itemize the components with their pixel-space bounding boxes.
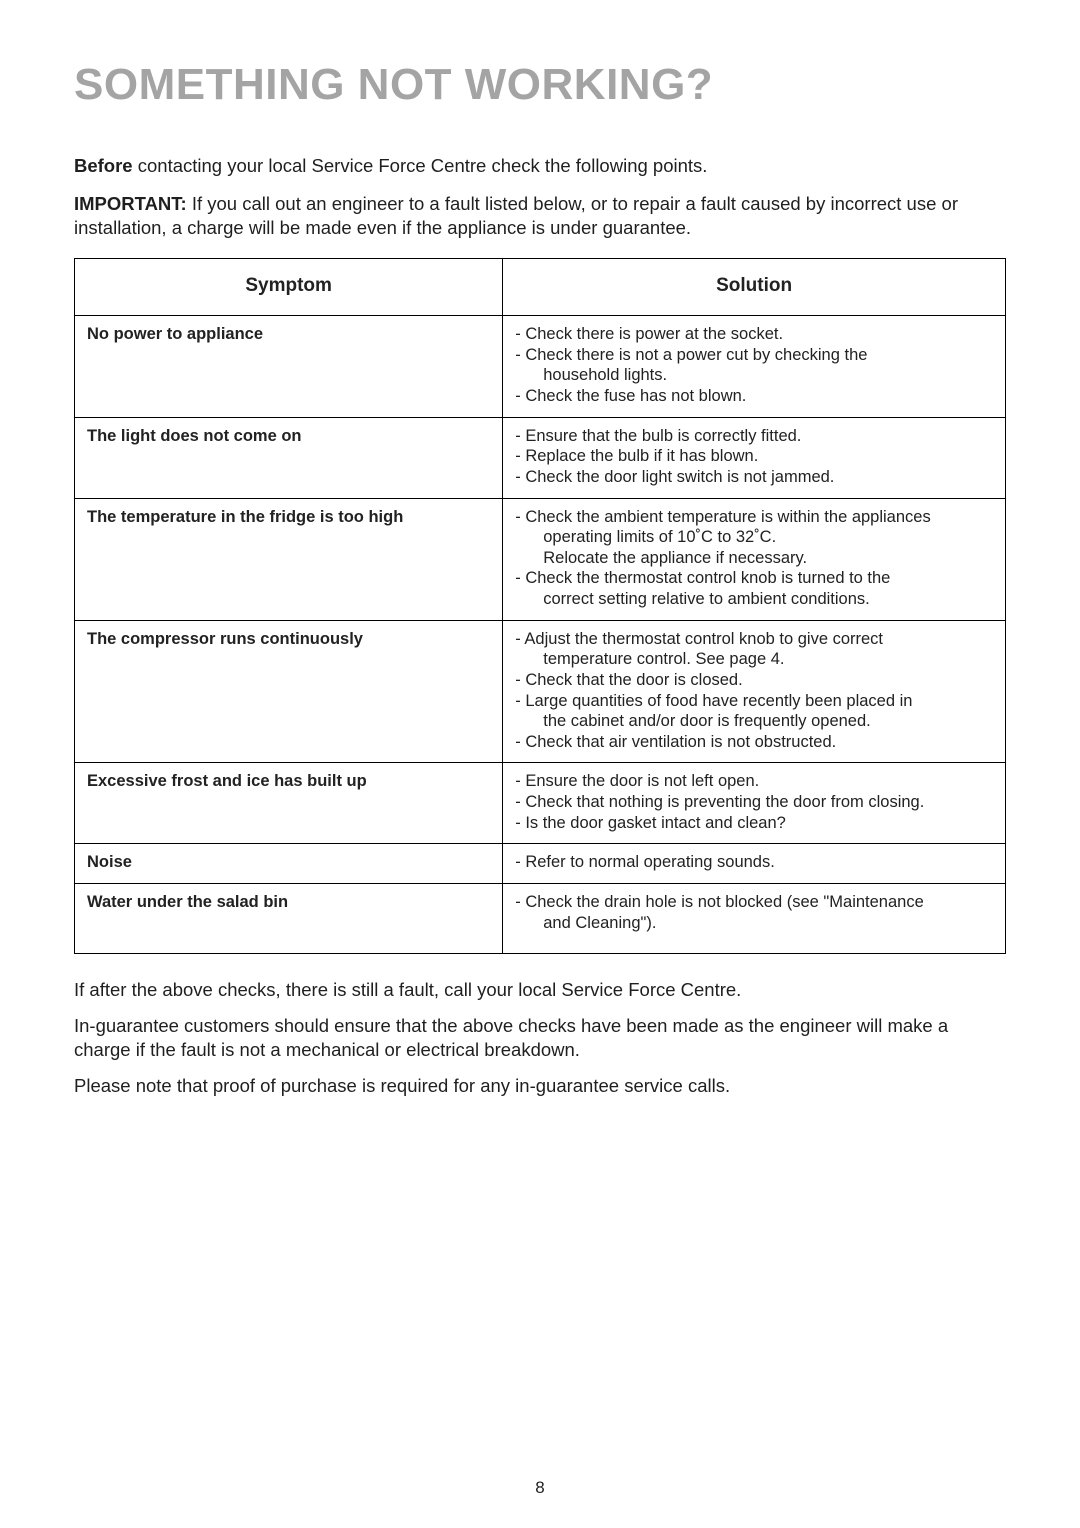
solution-line: - Check the drain hole is not blocked (s… <box>515 892 995 913</box>
symptom-cell: The light does not come on <box>75 417 503 498</box>
table-row: The compressor runs continuously - Adjust… <box>75 620 1006 763</box>
solution-line: and Cleaning"). <box>515 913 995 934</box>
table-row: Excessive frost and ice has built up- En… <box>75 763 1006 844</box>
solution-line: - Ensure the door is not left open. <box>515 771 995 792</box>
page-number: 8 <box>0 1478 1080 1498</box>
solution-line: - Check there is power at the socket. <box>515 324 995 345</box>
solution-line: operating limits of 10˚C to 32˚C. <box>515 527 995 548</box>
after-p3: Please note that proof of purchase is re… <box>74 1074 1006 1098</box>
intro-important-rest: If you call out an engineer to a fault l… <box>74 193 958 238</box>
troubleshooting-table: Symptom Solution No power to appliance- … <box>74 258 1006 954</box>
solution-line: - Check that air ventilation is not obst… <box>515 732 995 753</box>
th-symptom: Symptom <box>75 259 503 316</box>
th-solution: Solution <box>503 259 1006 316</box>
solution-line: - Ensure that the bulb is correctly fitt… <box>515 426 995 447</box>
solution-cell: - Refer to normal operating sounds. <box>503 844 1006 884</box>
solution-line: - Check the door light switch is not jam… <box>515 467 995 488</box>
solution-line: - Check that the door is closed. <box>515 670 995 691</box>
solution-line: Relocate the appliance if necessary. <box>515 548 995 569</box>
intro-before: Before contacting your local Service For… <box>74 154 1006 178</box>
solution-line: household lights. <box>515 365 995 386</box>
table-row: The light does not come on - Ensure that … <box>75 417 1006 498</box>
symptom-cell: Excessive frost and ice has built up <box>75 763 503 844</box>
solution-line: - Check the fuse has not blown. <box>515 386 995 407</box>
table-row: Water under the salad bin - Check the dra… <box>75 883 1006 953</box>
after-block: If after the above checks, there is stil… <box>74 978 1006 1098</box>
intro-before-bold: Before <box>74 155 133 176</box>
page-root: SOMETHING NOT WORKING? Before contacting… <box>0 0 1080 1528</box>
solution-cell: - Ensure the door is not left open.- Che… <box>503 763 1006 844</box>
after-p2: In-guarantee customers should ensure tha… <box>74 1014 1006 1062</box>
solution-line: - Large quantities of food have recently… <box>515 691 995 712</box>
intro-important-bold: IMPORTANT: <box>74 193 187 214</box>
table-row: Noise - Refer to normal operating sounds. <box>75 844 1006 884</box>
solution-line: - Refer to normal operating sounds. <box>515 852 995 873</box>
solution-line: - Check the thermostat control knob is t… <box>515 568 995 589</box>
intro-important: IMPORTANT: If you call out an engineer t… <box>74 192 1006 240</box>
symptom-cell: The compressor runs continuously <box>75 620 503 763</box>
symptom-cell: No power to appliance <box>75 316 503 418</box>
solution-cell: - Adjust the thermostat control knob to … <box>503 620 1006 763</box>
symptom-cell: The temperature in the fridge is too hig… <box>75 498 503 620</box>
solution-line: - Check there is not a power cut by chec… <box>515 345 995 366</box>
solution-cell: - Ensure that the bulb is correctly fitt… <box>503 417 1006 498</box>
solution-line: the cabinet and/or door is frequently op… <box>515 711 995 732</box>
table-row: No power to appliance- Check there is po… <box>75 316 1006 418</box>
solution-cell: - Check the drain hole is not blocked (s… <box>503 883 1006 953</box>
symptom-cell: Noise <box>75 844 503 884</box>
solution-line: - Check that nothing is preventing the d… <box>515 792 995 813</box>
table-row: The temperature in the fridge is too hig… <box>75 498 1006 620</box>
solution-line: - Adjust the thermostat control knob to … <box>515 629 995 650</box>
solution-line: - Check the ambient temperature is withi… <box>515 507 995 528</box>
solution-cell: - Check the ambient temperature is withi… <box>503 498 1006 620</box>
solution-cell: - Check there is power at the socket.- C… <box>503 316 1006 418</box>
symptom-cell: Water under the salad bin <box>75 883 503 953</box>
after-p1: If after the above checks, there is stil… <box>74 978 1006 1002</box>
solution-line: - Is the door gasket intact and clean? <box>515 813 995 834</box>
page-heading: SOMETHING NOT WORKING? <box>74 60 1006 110</box>
solution-line: correct setting relative to ambient cond… <box>515 589 995 610</box>
solution-line: temperature control. See page 4. <box>515 649 995 670</box>
intro-block: Before contacting your local Service For… <box>74 154 1006 240</box>
table-head-row: Symptom Solution <box>75 259 1006 316</box>
intro-before-rest: contacting your local Service Force Cent… <box>133 155 708 176</box>
solution-line: - Replace the bulb if it has blown. <box>515 446 995 467</box>
